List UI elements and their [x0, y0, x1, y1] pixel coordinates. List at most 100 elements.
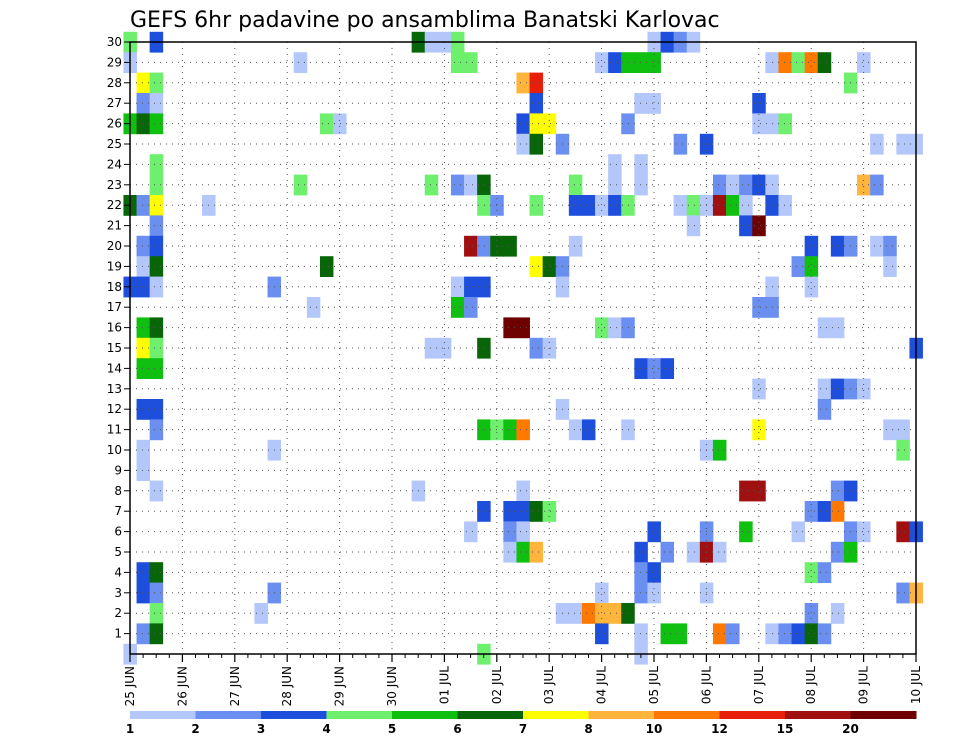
colorbar-swatch — [130, 711, 196, 719]
heatmap-cell — [857, 174, 871, 196]
heatmap-cell — [595, 582, 609, 604]
heatmap-cell — [529, 337, 544, 359]
heatmap-cell — [503, 317, 517, 339]
heatmap-cell — [333, 113, 347, 135]
heatmap-cell — [634, 541, 648, 563]
heatmap-cell — [477, 195, 491, 216]
heatmap-cell — [568, 603, 583, 624]
heatmap-cell — [149, 72, 164, 94]
heatmap-cells — [123, 31, 923, 665]
heatmap-cell — [306, 297, 321, 318]
heatmap-cell — [712, 623, 727, 645]
y-tick-label: 25 — [107, 137, 122, 151]
heatmap-cell — [752, 480, 766, 502]
heatmap-cell — [503, 419, 517, 441]
heatmap-cell — [673, 623, 688, 645]
colorbar-swatch — [457, 711, 524, 719]
y-tick-label: 24 — [107, 157, 122, 171]
heatmap-cell — [830, 235, 845, 257]
heatmap-cell — [136, 562, 151, 583]
heatmap-cell — [830, 378, 845, 400]
heatmap-cell — [804, 52, 819, 73]
heatmap-cell — [149, 93, 164, 114]
heatmap-cell — [817, 501, 832, 522]
y-tick-label: 16 — [107, 321, 122, 335]
colorbar-label: 2 — [191, 722, 199, 736]
heatmap-cell — [136, 72, 151, 94]
y-tick-label: 28 — [107, 76, 122, 90]
heatmap-cell — [464, 235, 478, 257]
heatmap-cell — [791, 256, 806, 277]
heatmap-cell — [149, 276, 164, 298]
heatmap-cell — [686, 215, 701, 237]
heatmap-cell — [319, 113, 334, 135]
heatmap-cell — [464, 52, 478, 73]
heatmap-cell — [778, 623, 792, 645]
heatmap-cell — [149, 215, 164, 237]
heatmap-cell — [870, 235, 884, 257]
x-axis-ticks: 25 JUN 26 JUN 27 JUN 28 JUN 29 JUN 30 JUN 01 J… — [123, 654, 923, 706]
heatmap-cell — [778, 113, 792, 135]
heatmap-cell — [542, 256, 557, 277]
heatmap-cell — [712, 439, 727, 461]
heatmap-cell — [647, 358, 661, 379]
colorbar-swatch — [785, 711, 851, 719]
heatmap-cell — [830, 603, 845, 624]
heatmap-cell — [149, 419, 164, 441]
heatmap-cell — [804, 623, 819, 645]
heatmap-cell — [660, 623, 675, 645]
heatmap-cell — [149, 235, 164, 257]
heatmap-cell — [634, 582, 648, 604]
colorbar-label: 5 — [388, 722, 396, 736]
heatmap-cell — [778, 195, 792, 216]
chart-title: GEFS 6hr padavine po ansamblima Banatski… — [130, 8, 720, 33]
y-tick-label: 10 — [107, 443, 122, 457]
heatmap-cell — [516, 317, 530, 339]
heatmap-cell — [464, 521, 478, 543]
heatmap-cell — [817, 562, 832, 583]
x-tick-label: 25 JUN — [123, 666, 137, 706]
heatmap-cell — [634, 562, 648, 583]
heatmap-cell — [857, 378, 871, 400]
heatmap-cell — [660, 358, 675, 379]
heatmap-cell — [634, 93, 648, 114]
x-tick-label: 02 JUL — [490, 666, 504, 704]
heatmap-cell — [149, 603, 164, 624]
colorbar-swatch — [195, 711, 262, 719]
grid-lines — [130, 41, 917, 654]
heatmap-cell — [673, 195, 688, 216]
y-tick-label: 4 — [114, 565, 122, 579]
heatmap-cell — [804, 276, 819, 298]
heatmap-cell — [136, 93, 151, 114]
heatmap-cell — [804, 256, 819, 277]
heatmap-cell — [857, 521, 871, 543]
y-tick-label: 3 — [114, 586, 122, 600]
heatmap-cell — [752, 378, 766, 400]
heatmap-cell — [529, 541, 544, 563]
heatmap-cell — [503, 235, 517, 257]
heatmap-cell — [136, 276, 151, 298]
heatmap-cell — [804, 562, 819, 583]
heatmap-cell — [136, 582, 151, 604]
y-tick-label: 2 — [114, 606, 122, 620]
colorbar-label: 3 — [257, 722, 265, 736]
y-tick-label: 9 — [114, 463, 122, 477]
colorbar-label: 8 — [584, 722, 592, 736]
heatmap-cell — [254, 603, 268, 624]
heatmap-cell — [516, 521, 530, 543]
y-tick-label: 12 — [107, 402, 122, 416]
heatmap-cell — [830, 501, 845, 522]
heatmap-cell — [529, 195, 544, 216]
heatmap-cell — [712, 174, 727, 196]
heatmap-cell — [647, 562, 661, 583]
heatmap-cell — [529, 93, 544, 114]
heatmap-cell — [581, 603, 596, 624]
heatmap-cell — [804, 501, 819, 522]
heatmap-cell — [503, 501, 517, 522]
colorbar-label: 4 — [322, 722, 330, 736]
heatmap-cell — [870, 174, 884, 196]
heatmap-cell — [477, 337, 491, 359]
heatmap-cell — [817, 52, 832, 73]
heatmap-cell — [529, 501, 544, 522]
colorbar: 1 2 3 4 5 6 7 8 10 12 15 20 — [126, 711, 917, 736]
